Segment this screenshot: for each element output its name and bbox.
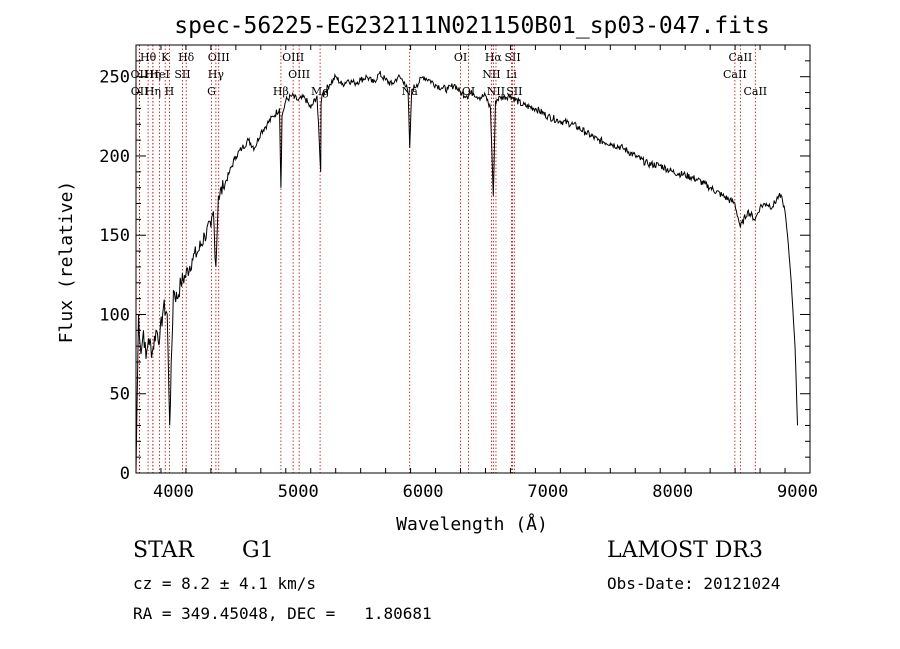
- line-marker-label: Hθ: [140, 51, 157, 64]
- line-marker-label: OIII: [282, 51, 304, 64]
- line-marker-label: NII: [482, 68, 500, 81]
- line-marker-label: HeI: [149, 68, 169, 81]
- line-marker-label: Li: [506, 68, 517, 81]
- line-marker-label: CaII: [723, 68, 747, 81]
- y-tick-label: 50: [110, 385, 130, 405]
- y-tick-label: 200: [99, 147, 130, 167]
- object-subclass: G1: [242, 538, 274, 563]
- y-tick-label: 100: [99, 305, 130, 325]
- line-marker-label: Hδ: [178, 51, 195, 64]
- y-tick-label: 150: [99, 226, 130, 246]
- survey-release: LAMOST DR3: [607, 538, 763, 563]
- ra-dec: RA = 349.45048, DEC = 1.80681: [133, 604, 432, 623]
- line-marker-label: CaII: [743, 85, 767, 98]
- plot-frame: [135, 44, 811, 474]
- x-tick-label: 9000: [777, 482, 818, 502]
- y-tick-label: 0: [120, 464, 130, 484]
- line-marker-label: K: [161, 51, 170, 64]
- obs-date: Obs-Date: 20121024: [607, 574, 781, 593]
- line-marker-label: OI: [454, 51, 467, 64]
- line-marker-label: G: [207, 85, 216, 98]
- line-marker-label: Hα: [485, 51, 503, 64]
- line-marker-label: Hγ: [208, 68, 225, 81]
- redshift-cz: cz = 8.2 ± 4.1 km/s: [133, 574, 317, 593]
- line-marker-label: Hη: [145, 85, 161, 98]
- line-marker-label: CaII: [729, 51, 753, 64]
- x-tick-label: 7000: [527, 482, 568, 502]
- line-marker-label: H: [165, 85, 175, 98]
- x-tick-label: 5000: [278, 482, 319, 502]
- y-tick-label: 250: [99, 68, 130, 88]
- spectrum-chart: spec-56225-EG232111N021150B01_sp03-047.f…: [56, 13, 818, 535]
- axes-group: 4000 5000 6000 7000 8000 9000 0 50 100 150 200 250: [99, 44, 818, 502]
- series-group: [135, 70, 798, 474]
- line-marker-label: SII: [504, 51, 520, 64]
- line-marker-label: NII: [487, 85, 505, 98]
- line-marker-label: OII: [131, 85, 149, 98]
- x-axis-label: Wavelength (Å): [396, 513, 548, 535]
- object-class: STAR: [133, 538, 194, 563]
- x-tick-label: 6000: [403, 482, 444, 502]
- line-marker-label: SII: [506, 85, 522, 98]
- line-marker-label: Hβ: [273, 85, 289, 98]
- y-axis-label: Flux (relative): [56, 181, 77, 344]
- line-marker-label: SII: [174, 68, 190, 81]
- x-tick-label: 4000: [153, 482, 194, 502]
- chart-title: spec-56225-EG232111N021150B01_sp03-047.f…: [174, 13, 769, 39]
- spectrum-line: [135, 70, 798, 474]
- line-marker-label: OIII: [288, 68, 310, 81]
- line-marker-label: OIII: [208, 51, 230, 64]
- line-marker-label: Mg: [311, 85, 329, 98]
- x-tick-label: 8000: [652, 482, 693, 502]
